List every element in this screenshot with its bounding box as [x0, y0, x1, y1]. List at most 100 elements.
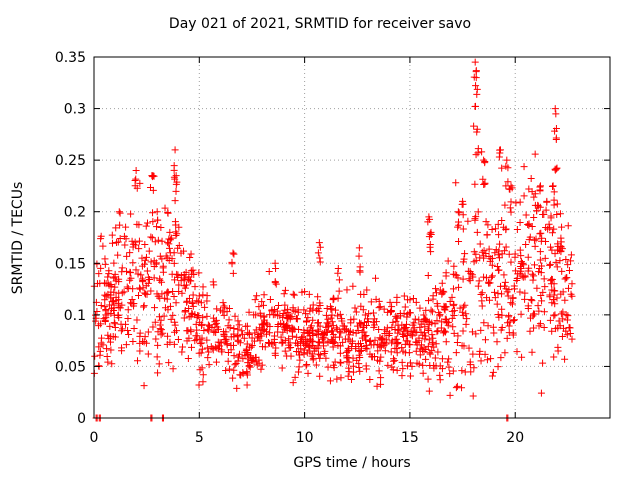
data-point	[257, 312, 265, 320]
data-point	[300, 326, 308, 334]
data-point	[172, 228, 180, 236]
data-point	[132, 266, 140, 274]
data-point	[365, 310, 373, 318]
data-point	[102, 292, 110, 300]
data-point	[438, 279, 446, 287]
data-point	[550, 188, 558, 196]
data-point	[357, 343, 365, 351]
data-point	[122, 267, 130, 275]
data-point	[531, 190, 539, 198]
data-point	[362, 344, 370, 352]
data-point	[406, 359, 414, 367]
data-point	[539, 359, 547, 367]
data-point	[315, 239, 323, 247]
data-point	[187, 277, 195, 285]
data-point	[455, 209, 463, 217]
data-point	[472, 74, 480, 82]
data-point	[485, 279, 493, 287]
data-point	[389, 318, 397, 326]
data-point	[175, 281, 183, 289]
data-point	[555, 317, 563, 325]
data-point	[305, 342, 313, 350]
data-point	[446, 391, 454, 399]
data-point	[510, 316, 518, 324]
data-point	[235, 321, 243, 329]
data-point	[306, 324, 314, 332]
data-point	[477, 291, 485, 299]
data-point	[472, 213, 480, 221]
data-point	[500, 271, 508, 279]
data-point	[561, 275, 569, 283]
data-point	[557, 310, 565, 318]
data-point	[161, 204, 169, 212]
data-point	[541, 254, 549, 262]
data-point	[376, 303, 384, 311]
data-point	[355, 252, 363, 260]
data-point	[159, 264, 167, 272]
data-point	[492, 225, 500, 233]
data-point	[331, 358, 339, 366]
data-point	[449, 367, 457, 375]
data-point	[161, 294, 169, 302]
data-point	[266, 295, 274, 303]
data-point	[125, 331, 133, 339]
data-point	[142, 253, 150, 261]
data-point	[356, 354, 364, 362]
data-point	[536, 248, 544, 256]
data-point	[359, 306, 367, 314]
data-point	[172, 180, 180, 188]
data-point	[501, 201, 509, 209]
data-point	[502, 285, 510, 293]
data-point	[221, 335, 229, 343]
data-point	[460, 303, 468, 311]
data-point	[535, 322, 543, 330]
data-point	[393, 293, 401, 301]
data-point	[557, 238, 565, 246]
x-tick-label: 20	[506, 430, 524, 446]
data-point	[459, 327, 467, 335]
data-point	[164, 239, 172, 247]
data-point	[536, 182, 544, 190]
data-point	[257, 365, 265, 373]
data-point	[252, 311, 260, 319]
data-point	[156, 276, 164, 284]
data-point	[355, 244, 363, 252]
axis-ticks: 0 0.05 0.1 0.15 0.2 0.25 0.3 0.35 0 5 10 15 20	[55, 50, 610, 446]
data-point	[193, 336, 201, 344]
data-point	[240, 334, 248, 342]
data-point	[428, 331, 436, 339]
data-point	[309, 338, 317, 346]
data-point	[269, 340, 277, 348]
data-point	[289, 290, 297, 298]
data-point	[216, 342, 224, 350]
data-point	[309, 316, 317, 324]
data-point	[306, 347, 314, 355]
data-point	[480, 247, 488, 255]
data-point	[111, 283, 119, 291]
data-point	[333, 324, 341, 332]
data-point	[494, 363, 502, 371]
data-point	[322, 354, 330, 362]
data-point	[465, 275, 473, 283]
data-point	[107, 291, 115, 299]
data-point	[393, 345, 401, 353]
data-point	[245, 362, 253, 370]
data-point	[151, 318, 159, 326]
data-point	[526, 327, 534, 335]
data-point	[454, 223, 462, 231]
data-point	[124, 306, 132, 314]
data-point	[153, 208, 161, 216]
data-point	[170, 292, 178, 300]
data-point	[185, 313, 193, 321]
data-point	[180, 275, 188, 283]
data-point	[349, 282, 357, 290]
data-point	[357, 302, 365, 310]
data-point	[514, 270, 522, 278]
data-point	[135, 291, 143, 299]
data-point	[480, 319, 488, 327]
data-point	[495, 231, 503, 239]
data-point	[134, 357, 142, 365]
data-point	[393, 366, 401, 374]
data-point	[292, 339, 300, 347]
data-point	[453, 382, 461, 390]
